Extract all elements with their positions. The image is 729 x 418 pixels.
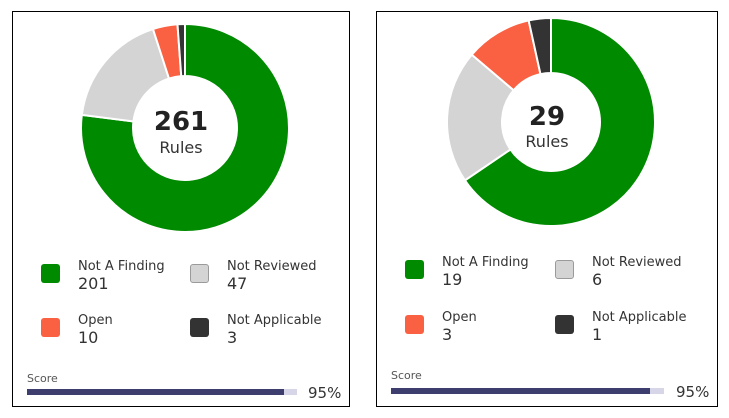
total-rules-count: 261 [153,107,209,137]
donut-slice-not-applicable [176,22,186,78]
compliance-panel-2: 29 Rules Not A Finding 19 Not Reviewed 6… [376,11,718,407]
score-label: Score [27,372,58,385]
score-label: Score [391,369,422,382]
legend-count-open: 3 [442,325,453,344]
legend-count-not-a-finding: 19 [442,270,463,289]
legend-count-not-applicable: 1 [592,325,603,344]
legend-swatch-open [41,318,60,337]
legend-label-not-applicable: Not Applicable [592,310,687,325]
donut-chart-2 [446,16,656,227]
total-rules-label: Rules [525,132,569,151]
donut-slice-not-a-finding [463,16,656,227]
legend-label-not-a-finding: Not A Finding [442,255,529,270]
legend-count-not-applicable: 3 [227,328,238,347]
score-percent: 95% [676,383,710,401]
legend-swatch-not-reviewed [190,264,209,283]
legend-swatch-not-reviewed [555,260,574,279]
legend-swatch-open [405,315,424,334]
score-bar-track [391,388,664,394]
total-rules-count: 29 [528,102,566,132]
legend-swatch-not-a-finding [41,264,60,283]
legend-swatch-not-applicable [190,318,209,337]
legend-count-not-reviewed: 6 [592,270,603,289]
score-bar-fill [27,389,284,395]
total-rules-label: Rules [159,138,203,157]
donut-slice-not-a-finding [80,22,290,233]
score-bar-fill [391,388,651,394]
legend-label-not-a-finding: Not A Finding [78,259,165,274]
legend-label-not-reviewed: Not Reviewed [592,255,682,270]
legend-swatch-not-a-finding [405,260,424,279]
legend-label-not-applicable: Not Applicable [227,313,322,328]
donut-slice-not-applicable [527,16,552,76]
compliance-panel-1: 261 Rules Not A Finding 201 Not Reviewed… [12,11,350,407]
legend-count-open: 10 [78,328,99,347]
score-percent: 95% [308,384,342,402]
legend-label-open: Open [442,310,477,325]
legend-label-open: Open [78,313,113,328]
donut-slice-not-reviewed [446,53,516,182]
score-bar-track [27,389,297,395]
legend-count-not-reviewed: 47 [227,274,248,293]
legend-count-not-a-finding: 201 [78,274,109,293]
donut-chart-1 [80,22,290,233]
legend-label-not-reviewed: Not Reviewed [227,259,317,274]
legend-swatch-not-applicable [555,315,574,334]
